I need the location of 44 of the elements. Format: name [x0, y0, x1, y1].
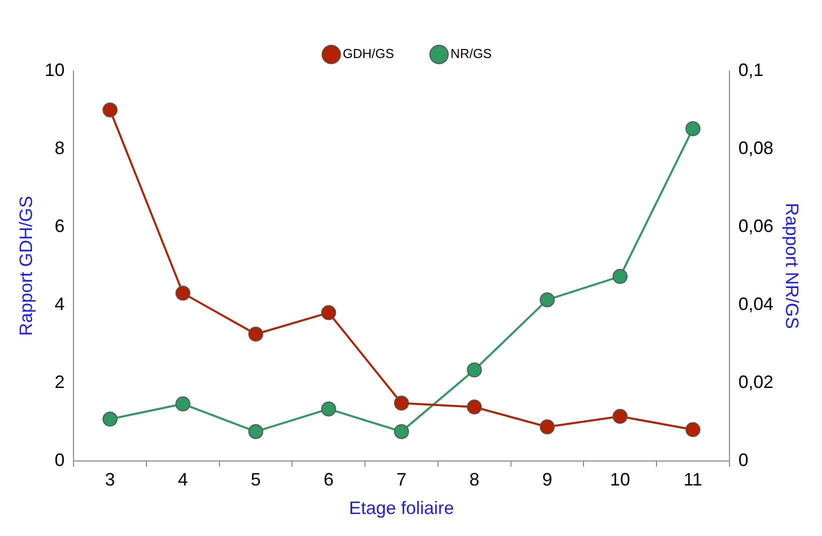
- y-tick-label: 10: [44, 60, 65, 80]
- x-tick-label: 3: [105, 470, 116, 490]
- point: [394, 424, 409, 440]
- point: [540, 292, 555, 308]
- x-tick-label: 11: [684, 470, 702, 490]
- point: [321, 401, 336, 416]
- point: [394, 396, 409, 411]
- point: [466, 362, 482, 378]
- x-axis-title: Etage foliaire: [348, 498, 454, 518]
- y2-tick-label: 0,1: [738, 60, 764, 80]
- point: [612, 408, 628, 424]
- point: [321, 305, 336, 320]
- y-tick-label: 4: [54, 294, 65, 314]
- y2-tick-label: 0: [738, 450, 748, 470]
- x-tick-label: 8: [469, 470, 480, 490]
- point: [540, 419, 555, 434]
- x-tick-label: 10: [610, 470, 630, 490]
- y-axis-title: Rapport GDH/GS: [16, 196, 36, 336]
- point: [175, 286, 190, 301]
- y2-tick-label: 0,08: [738, 138, 774, 158]
- x-tick-label: 4: [178, 470, 188, 490]
- x-tick-label: 5: [250, 470, 261, 490]
- point: [102, 412, 118, 427]
- y-tick-label: 6: [54, 216, 65, 236]
- y2-tick-label: 0,02: [738, 372, 774, 392]
- x-tick-label: 6: [324, 470, 334, 490]
- y2-tick-label: 0,04: [738, 294, 774, 314]
- y2-axis-title: Rapport NR/GS: [782, 202, 802, 329]
- point: [102, 102, 118, 118]
- point: [466, 400, 482, 415]
- point: [685, 121, 700, 136]
- point: [685, 422, 700, 438]
- y-tick-label: 8: [54, 138, 65, 158]
- x-tick-label: 9: [542, 470, 552, 490]
- legend-label: GDH/GS: [342, 46, 394, 62]
- point: [612, 268, 628, 284]
- point: [248, 326, 264, 342]
- x-tick-label: 7: [396, 470, 406, 490]
- y-tick-label: 0: [54, 450, 65, 470]
- legend-label: NR/GS: [450, 46, 492, 62]
- point: [175, 396, 190, 412]
- y2-tick-label: 0,06: [738, 216, 774, 236]
- point: [248, 424, 264, 440]
- y-tick-label: 2: [54, 372, 65, 392]
